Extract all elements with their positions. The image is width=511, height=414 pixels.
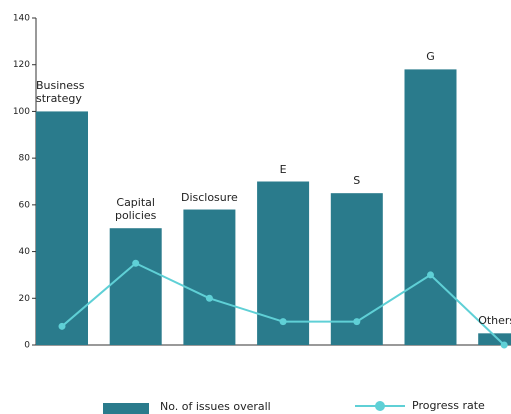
category-label: Others <box>478 314 511 328</box>
line-point <box>427 271 434 279</box>
bar <box>36 111 88 345</box>
y-tick-label: 60 <box>19 200 31 210</box>
bar <box>183 209 236 345</box>
y-tick-label: 140 <box>13 14 30 24</box>
y-tick-label: 20 <box>19 294 31 304</box>
y-tick-label: 80 <box>19 154 31 164</box>
line-point <box>279 318 287 326</box>
legend-swatch <box>103 403 149 414</box>
category-label: E <box>279 162 287 176</box>
legend-marker <box>375 401 385 411</box>
line-point <box>500 341 508 349</box>
category-label: G <box>426 50 435 64</box>
y-tick-label: 0 <box>24 341 30 351</box>
bar <box>478 333 511 345</box>
y-tick-label: 120 <box>13 60 30 70</box>
bar <box>109 228 162 345</box>
bar <box>404 69 457 345</box>
legend-label: No. of issues overall <box>160 400 271 413</box>
y-tick-label: 100 <box>13 107 30 117</box>
y-tick-label: 40 <box>19 247 31 257</box>
bar <box>257 181 310 345</box>
category-label: Disclosure <box>180 190 238 204</box>
category-label: S <box>353 174 361 188</box>
line-point <box>58 322 66 330</box>
category-label: Capital policies <box>114 196 157 223</box>
legend-label: Progress rate <box>412 399 485 412</box>
category-label: Business strategy <box>36 79 85 106</box>
line-point <box>353 318 361 326</box>
line-point <box>132 259 140 267</box>
line-point <box>205 294 213 302</box>
